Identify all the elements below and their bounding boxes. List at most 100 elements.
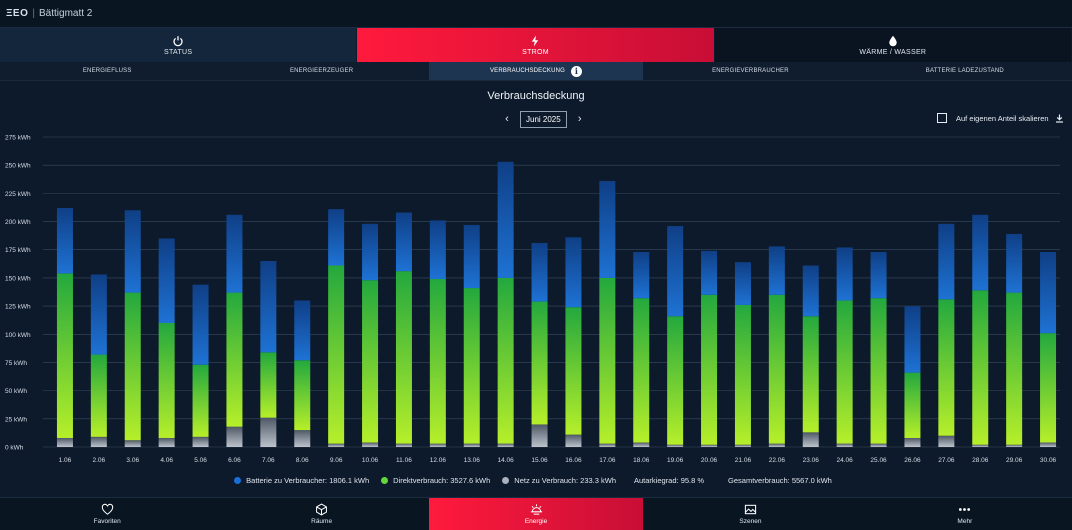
bar-netz-segment[interactable] [294,430,311,447]
bar-netz-segment[interactable] [565,434,582,447]
bar-netz-segment[interactable] [1040,442,1057,447]
bar-batterie-segment[interactable] [768,246,785,295]
subtab-batterie-ladezustand[interactable]: BATTERIE LADEZUSTAND [858,62,1072,80]
nav-energie[interactable]: Energie [428,498,644,530]
chevron-left-icon[interactable]: ‹ [505,113,509,125]
bar-netz-segment[interactable] [938,435,955,447]
bar-batterie-segment[interactable] [904,306,921,373]
bar-netz-segment[interactable] [734,444,751,447]
bar-direkt-segment[interactable] [395,271,412,444]
bar-direkt-segment[interactable] [260,352,277,418]
bar-batterie-segment[interactable] [870,251,887,299]
bar-batterie-segment[interactable] [938,223,955,300]
bar-netz-segment[interactable] [497,443,514,447]
bar-direkt-segment[interactable] [938,299,955,436]
bar-batterie-segment[interactable] [667,226,684,317]
bar-batterie-segment[interactable] [734,262,751,305]
subtab-energieverbraucher[interactable]: ENERGIEVERBRAUCHER [643,62,857,80]
month-selector[interactable]: Juni 2025 [520,110,567,128]
bar-batterie-segment[interactable] [599,180,616,278]
bar-netz-segment[interactable] [226,426,243,447]
bar-direkt-segment[interactable] [124,292,141,441]
bar-direkt-segment[interactable] [972,290,989,445]
bar-batterie-segment[interactable] [158,238,175,323]
bar-netz-segment[interactable] [972,444,989,447]
bar-batterie-segment[interactable] [90,274,107,355]
info-icon[interactable]: i [571,65,583,77]
subtab-energieerzeuger[interactable]: ENERGIEERZEUGER [214,62,428,80]
bar-direkt-segment[interactable] [1006,292,1023,445]
bar-batterie-segment[interactable] [463,224,480,289]
bar-netz-segment[interactable] [260,417,277,447]
bar-netz-segment[interactable] [768,443,785,447]
bar-direkt-segment[interactable] [870,298,887,444]
subtab-energiefluss[interactable]: ENERGIEFLUSS [0,62,214,80]
nav-favoriten[interactable]: Favoriten [0,498,214,530]
bar-batterie-segment[interactable] [1040,251,1057,334]
bar-netz-segment[interactable] [802,432,819,447]
bar-batterie-segment[interactable] [192,284,209,365]
bar-netz-segment[interactable] [836,443,853,447]
bar-netz-segment[interactable] [395,443,412,447]
bar-netz-segment[interactable] [429,443,446,447]
bar-netz-segment[interactable] [701,444,718,447]
bar-netz-segment[interactable] [158,437,175,447]
bar-batterie-segment[interactable] [972,214,989,291]
legend-item-direkt[interactable]: Direktverbrauch: 3527.6 kWh [381,476,490,485]
download-icon[interactable] [1055,114,1064,123]
bar-batterie-segment[interactable] [836,247,853,301]
bar-direkt-segment[interactable] [192,364,209,437]
bar-direkt-segment[interactable] [734,304,751,445]
bar-direkt-segment[interactable] [429,279,446,444]
bar-direkt-segment[interactable] [667,316,684,445]
bar-direkt-segment[interactable] [836,300,853,444]
subtab-verbrauchsdeckung[interactable]: VERBRAUCHSDECKUNG i [428,62,644,80]
bar-batterie-segment[interactable] [531,242,548,302]
bar-batterie-segment[interactable] [701,250,718,295]
bar-batterie-segment[interactable] [294,300,311,361]
chevron-right-icon[interactable]: › [577,113,582,125]
bar-batterie-segment[interactable] [124,210,141,293]
nav-szenen[interactable]: Szenen [643,498,857,530]
bar-batterie-segment[interactable] [56,208,73,274]
bar-direkt-segment[interactable] [1040,333,1057,443]
bar-direkt-segment[interactable] [362,280,379,443]
bar-netz-segment[interactable] [463,443,480,447]
bar-direkt-segment[interactable] [497,277,514,444]
bar-batterie-segment[interactable] [395,212,412,272]
legend-item-batterie[interactable]: Batterie zu Verbraucher: 1806.1 kWh [234,476,369,485]
bar-direkt-segment[interactable] [463,288,480,444]
bar-netz-segment[interactable] [599,443,616,447]
bar-batterie-segment[interactable] [1006,233,1023,293]
scale-checkbox[interactable] [937,113,947,123]
bar-batterie-segment[interactable] [429,220,446,280]
bar-netz-segment[interactable] [870,443,887,447]
bar-direkt-segment[interactable] [226,292,243,427]
bar-netz-segment[interactable] [56,437,73,447]
bar-direkt-segment[interactable] [531,301,548,425]
bar-direkt-segment[interactable] [158,323,175,438]
bar-direkt-segment[interactable] [328,265,345,444]
tab-waerme-wasser[interactable]: WÄRME / WASSER [714,28,1072,62]
bar-direkt-segment[interactable] [633,298,650,443]
bar-direkt-segment[interactable] [701,294,718,445]
bar-netz-segment[interactable] [124,440,141,447]
bar-batterie-segment[interactable] [802,265,819,317]
bar-netz-segment[interactable] [1006,444,1023,447]
tab-strom[interactable]: STROM [357,28,715,62]
bar-direkt-segment[interactable] [90,354,107,437]
bar-batterie-segment[interactable] [328,209,345,266]
bar-netz-segment[interactable] [328,443,345,447]
bar-direkt-segment[interactable] [294,360,311,431]
bar-direkt-segment[interactable] [56,273,73,438]
bar-direkt-segment[interactable] [768,294,785,444]
bar-netz-segment[interactable] [362,442,379,447]
bar-netz-segment[interactable] [192,436,209,447]
bar-netz-segment[interactable] [667,444,684,447]
nav-raeume[interactable]: Räume [214,498,428,530]
bar-netz-segment[interactable] [633,442,650,447]
nav-mehr[interactable]: Mehr [858,498,1072,530]
bar-direkt-segment[interactable] [802,316,819,433]
bar-batterie-segment[interactable] [633,251,650,299]
bar-direkt-segment[interactable] [904,372,921,438]
